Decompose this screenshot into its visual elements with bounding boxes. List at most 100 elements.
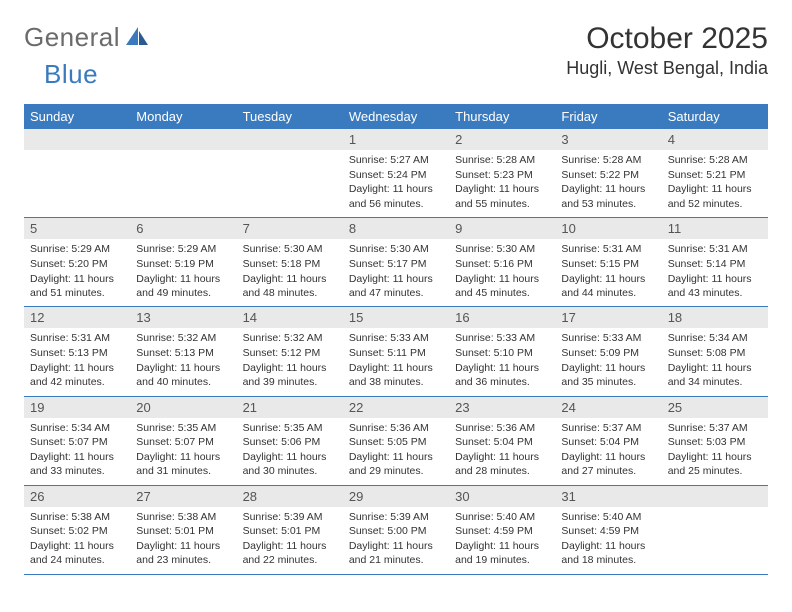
sunset: Sunset: 5:14 PM (668, 257, 762, 271)
sunset: Sunset: 5:09 PM (561, 346, 655, 360)
sunrise: Sunrise: 5:30 AM (349, 242, 443, 256)
daylight: Daylight: 11 hours and 44 minutes. (561, 272, 655, 300)
day-detail: Sunrise: 5:34 AMSunset: 5:07 PMDaylight:… (24, 418, 130, 485)
daylight: Daylight: 11 hours and 43 minutes. (668, 272, 762, 300)
day-number: 18 (662, 307, 768, 328)
day-header-row: SundayMondayTuesdayWednesdayThursdayFrid… (24, 104, 768, 129)
daylight: Daylight: 11 hours and 34 minutes. (668, 361, 762, 389)
sunrise: Sunrise: 5:34 AM (30, 421, 124, 435)
day-cell: 9Sunrise: 5:30 AMSunset: 5:16 PMDaylight… (449, 218, 555, 307)
sunrise: Sunrise: 5:36 AM (455, 421, 549, 435)
day-cell: 3Sunrise: 5:28 AMSunset: 5:22 PMDaylight… (555, 129, 661, 218)
day-number: 4 (662, 129, 768, 150)
sunset: Sunset: 5:04 PM (561, 435, 655, 449)
day-number: 6 (130, 218, 236, 239)
daylight: Daylight: 11 hours and 35 minutes. (561, 361, 655, 389)
day-detail: Sunrise: 5:31 AMSunset: 5:15 PMDaylight:… (555, 239, 661, 306)
day-cell: 6Sunrise: 5:29 AMSunset: 5:19 PMDaylight… (130, 218, 236, 307)
day-number: 29 (343, 486, 449, 507)
empty-cell (237, 129, 343, 218)
empty-cell (130, 129, 236, 218)
daylight: Daylight: 11 hours and 27 minutes. (561, 450, 655, 478)
day-detail: Sunrise: 5:28 AMSunset: 5:23 PMDaylight:… (449, 150, 555, 217)
daylight: Daylight: 11 hours and 38 minutes. (349, 361, 443, 389)
day-detail: Sunrise: 5:30 AMSunset: 5:17 PMDaylight:… (343, 239, 449, 306)
day-detail: Sunrise: 5:37 AMSunset: 5:04 PMDaylight:… (555, 418, 661, 485)
daylight: Daylight: 11 hours and 19 minutes. (455, 539, 549, 567)
day-number: 1 (343, 129, 449, 150)
empty-cell (24, 129, 130, 218)
daylight: Daylight: 11 hours and 52 minutes. (668, 182, 762, 210)
sunrise: Sunrise: 5:31 AM (668, 242, 762, 256)
empty-daynum (130, 129, 236, 150)
day-cell: 2Sunrise: 5:28 AMSunset: 5:23 PMDaylight… (449, 129, 555, 218)
daylight: Daylight: 11 hours and 23 minutes. (136, 539, 230, 567)
sunrise: Sunrise: 5:32 AM (243, 331, 337, 345)
sunset: Sunset: 5:17 PM (349, 257, 443, 271)
day-cell: 5Sunrise: 5:29 AMSunset: 5:20 PMDaylight… (24, 218, 130, 307)
daylight: Daylight: 11 hours and 29 minutes. (349, 450, 443, 478)
sunset: Sunset: 5:05 PM (349, 435, 443, 449)
day-cell: 14Sunrise: 5:32 AMSunset: 5:12 PMDayligh… (237, 307, 343, 396)
daylight: Daylight: 11 hours and 24 minutes. (30, 539, 124, 567)
day-header-saturday: Saturday (662, 104, 768, 129)
daylight: Daylight: 11 hours and 25 minutes. (668, 450, 762, 478)
day-detail: Sunrise: 5:28 AMSunset: 5:22 PMDaylight:… (555, 150, 661, 217)
day-number: 26 (24, 486, 130, 507)
calendar-table: SundayMondayTuesdayWednesdayThursdayFrid… (24, 104, 768, 575)
day-header-tuesday: Tuesday (237, 104, 343, 129)
sunset: Sunset: 5:15 PM (561, 257, 655, 271)
day-number: 16 (449, 307, 555, 328)
day-detail: Sunrise: 5:29 AMSunset: 5:19 PMDaylight:… (130, 239, 236, 306)
day-detail: Sunrise: 5:27 AMSunset: 5:24 PMDaylight:… (343, 150, 449, 217)
week-row: 12Sunrise: 5:31 AMSunset: 5:13 PMDayligh… (24, 307, 768, 396)
day-number: 11 (662, 218, 768, 239)
day-cell: 12Sunrise: 5:31 AMSunset: 5:13 PMDayligh… (24, 307, 130, 396)
daylight: Daylight: 11 hours and 33 minutes. (30, 450, 124, 478)
sunset: Sunset: 5:18 PM (243, 257, 337, 271)
sunset: Sunset: 5:07 PM (136, 435, 230, 449)
sunset: Sunset: 5:23 PM (455, 168, 549, 182)
sunrise: Sunrise: 5:35 AM (243, 421, 337, 435)
day-cell: 22Sunrise: 5:36 AMSunset: 5:05 PMDayligh… (343, 396, 449, 485)
day-detail: Sunrise: 5:39 AMSunset: 5:01 PMDaylight:… (237, 507, 343, 574)
daylight: Daylight: 11 hours and 36 minutes. (455, 361, 549, 389)
day-number: 17 (555, 307, 661, 328)
sunrise: Sunrise: 5:32 AM (136, 331, 230, 345)
sunset: Sunset: 5:07 PM (30, 435, 124, 449)
sunset: Sunset: 5:10 PM (455, 346, 549, 360)
day-detail: Sunrise: 5:28 AMSunset: 5:21 PMDaylight:… (662, 150, 768, 217)
day-number: 13 (130, 307, 236, 328)
day-cell: 27Sunrise: 5:38 AMSunset: 5:01 PMDayligh… (130, 485, 236, 574)
sunset: Sunset: 5:02 PM (30, 524, 124, 538)
day-cell: 4Sunrise: 5:28 AMSunset: 5:21 PMDaylight… (662, 129, 768, 218)
day-number: 5 (24, 218, 130, 239)
sunset: Sunset: 5:22 PM (561, 168, 655, 182)
day-cell: 23Sunrise: 5:36 AMSunset: 5:04 PMDayligh… (449, 396, 555, 485)
week-row: 19Sunrise: 5:34 AMSunset: 5:07 PMDayligh… (24, 396, 768, 485)
day-detail: Sunrise: 5:34 AMSunset: 5:08 PMDaylight:… (662, 328, 768, 395)
day-header-sunday: Sunday (24, 104, 130, 129)
day-detail: Sunrise: 5:33 AMSunset: 5:11 PMDaylight:… (343, 328, 449, 395)
daylight: Daylight: 11 hours and 56 minutes. (349, 182, 443, 210)
day-detail: Sunrise: 5:31 AMSunset: 5:14 PMDaylight:… (662, 239, 768, 306)
day-detail: Sunrise: 5:35 AMSunset: 5:06 PMDaylight:… (237, 418, 343, 485)
day-detail: Sunrise: 5:37 AMSunset: 5:03 PMDaylight:… (662, 418, 768, 485)
sunset: Sunset: 5:24 PM (349, 168, 443, 182)
location: Hugli, West Bengal, India (566, 58, 768, 79)
empty-daynum (237, 129, 343, 150)
day-header-wednesday: Wednesday (343, 104, 449, 129)
sunset: Sunset: 5:03 PM (668, 435, 762, 449)
sunrise: Sunrise: 5:28 AM (455, 153, 549, 167)
daylight: Daylight: 11 hours and 55 minutes. (455, 182, 549, 210)
sunrise: Sunrise: 5:28 AM (561, 153, 655, 167)
daylight: Daylight: 11 hours and 22 minutes. (243, 539, 337, 567)
day-cell: 30Sunrise: 5:40 AMSunset: 4:59 PMDayligh… (449, 485, 555, 574)
sunrise: Sunrise: 5:36 AM (349, 421, 443, 435)
sunset: Sunset: 5:20 PM (30, 257, 124, 271)
day-detail: Sunrise: 5:40 AMSunset: 4:59 PMDaylight:… (449, 507, 555, 574)
sunrise: Sunrise: 5:37 AM (561, 421, 655, 435)
day-detail: Sunrise: 5:38 AMSunset: 5:01 PMDaylight:… (130, 507, 236, 574)
daylight: Daylight: 11 hours and 48 minutes. (243, 272, 337, 300)
day-detail: Sunrise: 5:36 AMSunset: 5:05 PMDaylight:… (343, 418, 449, 485)
